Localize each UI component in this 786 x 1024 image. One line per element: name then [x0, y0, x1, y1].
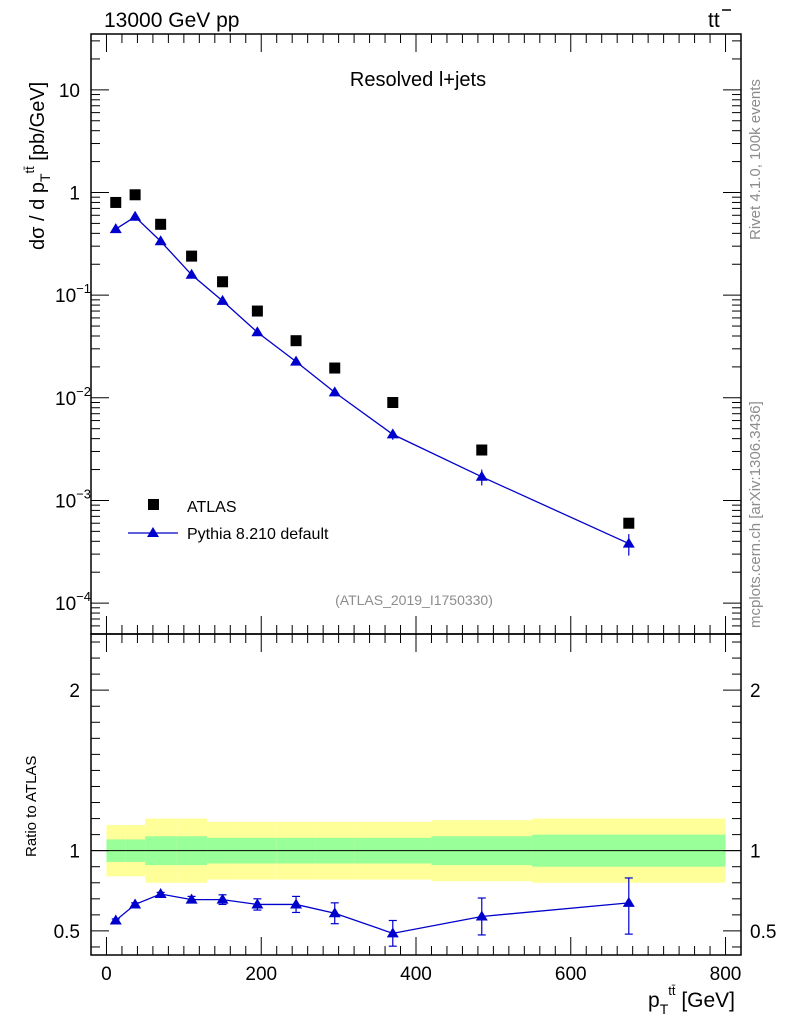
ratio-point: [185, 893, 198, 904]
main-y-axis-sup: tt̄: [22, 166, 37, 174]
ratio-series: [109, 877, 635, 947]
ratio-point: [622, 896, 635, 907]
svg-text:pTtt̄ [GeV]: pTtt̄ [GeV]: [648, 983, 735, 1017]
main-y-tick-exp: −2: [76, 384, 91, 399]
ratio-y-tick-labels: 0.5 0.5 1 1 2 2: [54, 681, 777, 943]
main-y-tick-base: 10: [55, 389, 76, 410]
pythia-point: [290, 355, 303, 366]
ratio-axis-ticks: [90, 634, 742, 955]
pythia-line: [115, 215, 630, 545]
pythia-point: [216, 294, 229, 305]
x-tick-labels: 0 200 400 600 800: [101, 964, 741, 985]
x-axis-sup: tt̄: [668, 983, 676, 998]
atlas-point: [623, 517, 635, 529]
main-y-tick-base: 10: [55, 286, 76, 307]
main-y-axis-label-a: dσ / d p: [27, 182, 49, 250]
main-y-tick-base: 10: [55, 594, 76, 615]
pythia-point: [109, 223, 122, 234]
main-y-tick-label: 10−2: [55, 384, 91, 410]
atlas-point: [387, 396, 399, 408]
ratio-y-tick-label: 1: [69, 842, 80, 863]
x-tick-label: 600: [555, 964, 587, 985]
legend-pythia-marker: [147, 527, 159, 537]
atlas-point: [329, 362, 341, 374]
legend-atlas-label: ATLAS: [187, 499, 237, 516]
x-axis-sub: T: [660, 1001, 669, 1017]
main-y-tick-label: 10−1: [55, 281, 91, 307]
ratio-panel: Ratio to ATLAS 0 200 400 600 800 0.5 0.5 1 1 2 2: [23, 633, 777, 985]
x-tick-label: 800: [710, 964, 742, 985]
x-axis-title: pTtt̄ [GeV]: [648, 983, 735, 1017]
main-y-tick-exp: −4: [76, 589, 91, 604]
main-y-tick-label: 10−4: [55, 589, 91, 615]
ratio-y-tick-label: 0.5: [54, 922, 80, 943]
pythia-point: [129, 210, 142, 221]
analysis-watermark: (ATLAS_2019_I1750330): [335, 592, 493, 608]
ratio-bands: [91, 818, 741, 883]
main-series: [109, 189, 635, 556]
legend-atlas-marker: [148, 499, 159, 510]
main-y-tick-exp: −3: [76, 486, 91, 501]
x-axis-unit: [GeV]: [675, 989, 735, 1012]
ratio-point: [109, 914, 122, 925]
pythia-point: [622, 537, 635, 548]
x-tick-label: 0: [101, 964, 112, 985]
legend: ATLAS Pythia 8.210 default: [128, 499, 329, 543]
x-tick-label: 400: [400, 964, 432, 985]
main-y-tick-exp: −1: [76, 281, 91, 296]
main-y-tick-label: 10: [59, 81, 80, 102]
ratio-point: [251, 898, 264, 909]
main-y-tick-label: 10−3: [55, 486, 91, 512]
x-tick-label: 200: [245, 964, 277, 985]
ratio-y-tick-label-right: 2: [750, 681, 761, 702]
process-main: tt: [708, 9, 720, 32]
ratio-point: [475, 910, 488, 921]
ratio-point: [386, 927, 399, 938]
pythia-point: [185, 268, 198, 279]
pythia-point: [386, 428, 399, 439]
ratio-point: [216, 893, 229, 904]
main-y-axis-title: dσ / d pTtt̄ [pb/GeV]: [22, 82, 53, 250]
main-axis-ticks: [90, 34, 742, 635]
atlas-point: [217, 276, 229, 288]
atlas-point: [476, 444, 488, 456]
ratio-point: [154, 888, 167, 899]
main-y-axis-sub: T: [37, 173, 53, 182]
pythia-point: [154, 235, 167, 246]
svg-text:dσ / d pTtt̄ [pb/GeV]: dσ / d pTtt̄ [pb/GeV]: [22, 82, 53, 250]
ratio-y-tick-label-right: 1: [750, 842, 761, 863]
main-y-tick-label: 1: [69, 183, 80, 204]
atlas-point: [155, 218, 167, 230]
main-title: Resolved l+jets: [350, 69, 486, 91]
legend-pythia-label: Pythia 8.210 default: [187, 526, 329, 543]
ratio-y-axis-label: Ratio to ATLAS: [23, 756, 40, 857]
main-frame: [90, 33, 742, 635]
ratio-point: [290, 898, 303, 909]
ratio-y-tick-label: 2: [69, 681, 80, 702]
ratio-point: [328, 907, 341, 918]
main-y-tick-base: 10: [55, 491, 76, 512]
atlas-point: [251, 305, 263, 317]
pythia-point: [475, 470, 488, 481]
ratio-y-tick-label-right: 0.5: [750, 922, 776, 943]
atlas-point: [290, 335, 302, 347]
energy-label: 13000 GeV pp: [104, 9, 239, 32]
atlas-point: [186, 250, 198, 262]
process-label: tt: [708, 9, 720, 32]
atlas-point: [110, 196, 122, 208]
atlas-point: [129, 189, 141, 201]
pythia-point: [251, 326, 264, 337]
rivet-label: Rivet 4.1.0, 100k events: [747, 79, 764, 240]
main-y-axis-label-b: [pb/GeV]: [27, 82, 49, 167]
ratio-point: [129, 898, 142, 909]
mcplots-label: mcplots.cern.ch [arXiv:1306.3436]: [747, 401, 764, 628]
x-axis-label-p: p: [648, 989, 660, 1012]
ratio-frame: [90, 633, 742, 956]
pythia-point: [328, 386, 341, 397]
